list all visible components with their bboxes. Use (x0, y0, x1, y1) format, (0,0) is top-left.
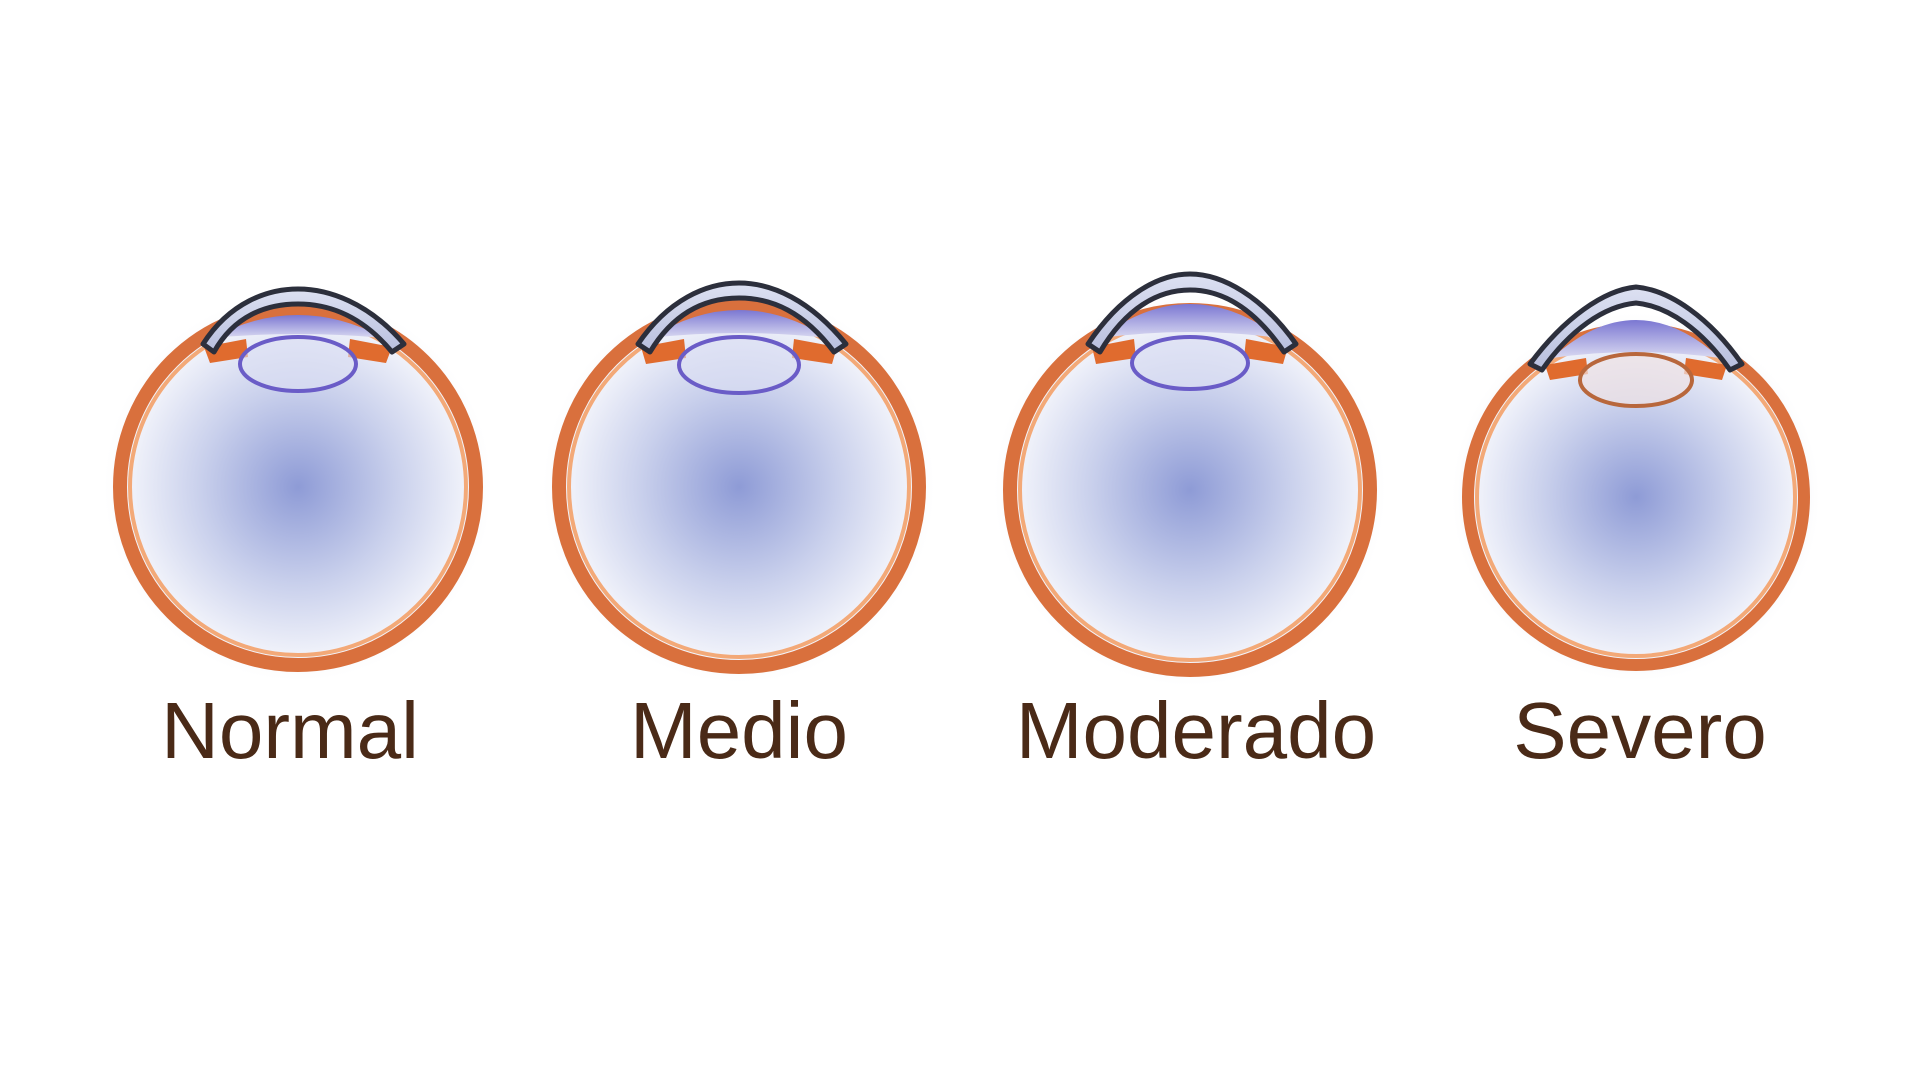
label-moderado: Moderado (1016, 686, 1376, 775)
lens (1130, 335, 1250, 391)
iris-right (1684, 358, 1727, 380)
iris-left (1545, 358, 1588, 380)
iris-right (348, 339, 392, 363)
label-severo: Severo (1513, 686, 1766, 775)
lens (677, 335, 801, 395)
eye-severo (1450, 284, 1822, 683)
anterior-chamber (650, 310, 828, 338)
anterior-chamber (1552, 320, 1720, 358)
cornea (1527, 284, 1745, 373)
cornea (1085, 271, 1299, 355)
eye-moderado (992, 271, 1388, 688)
eyeball-sclera (113, 302, 483, 672)
label-medio: Medio (630, 686, 848, 775)
lens (1578, 352, 1694, 408)
label-normal: Normal (161, 686, 419, 775)
lens (238, 335, 358, 393)
eye-medio (541, 280, 937, 685)
eyeball-sclera (552, 300, 926, 674)
anterior-chamber (212, 315, 384, 338)
cornea (200, 286, 407, 355)
cornea (635, 280, 849, 355)
anterior-chamber (1100, 304, 1280, 338)
eye-normal (102, 286, 494, 683)
